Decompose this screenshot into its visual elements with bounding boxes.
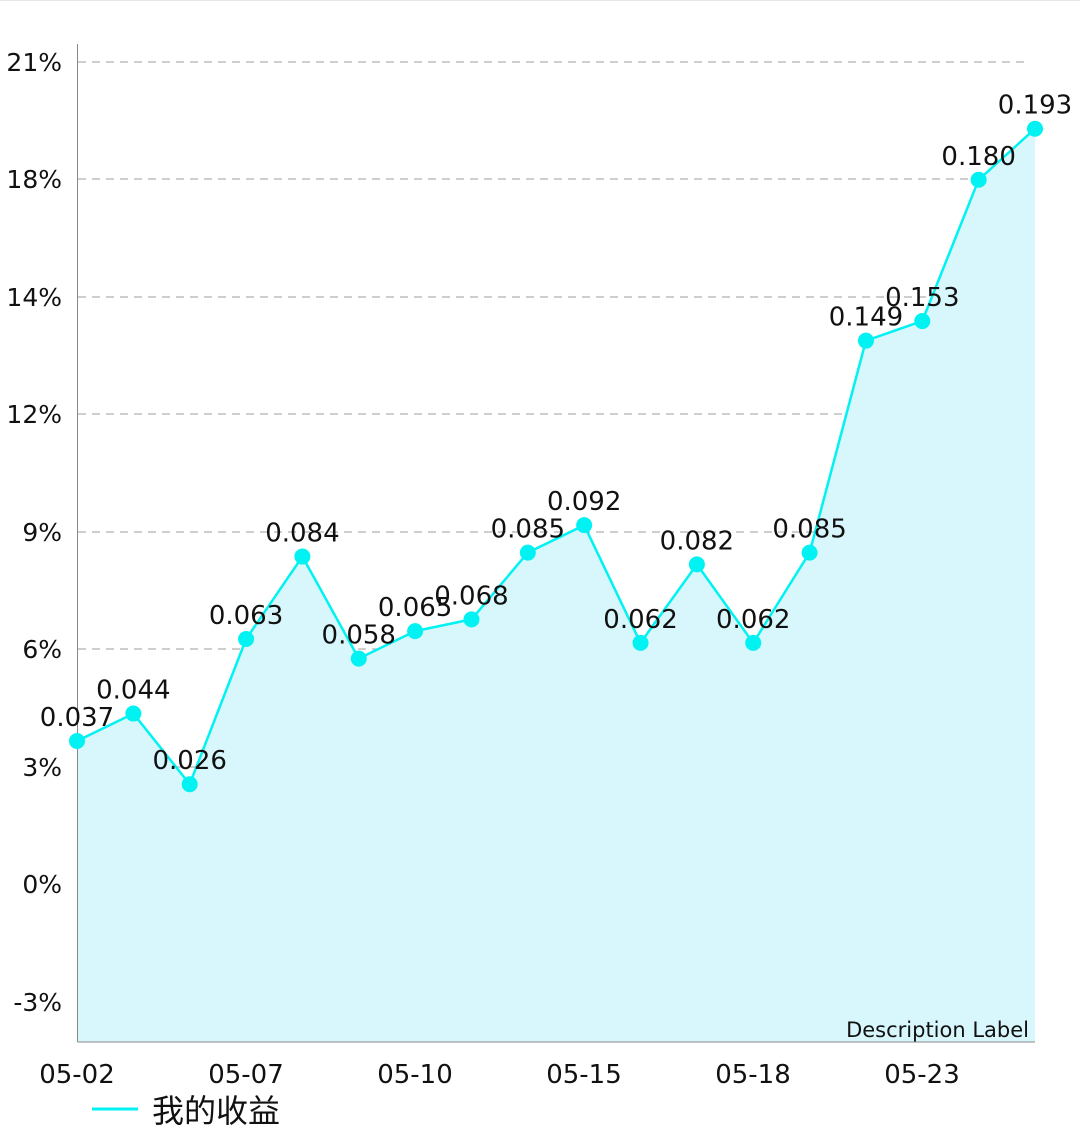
legend-label: 我的收益 <box>152 1092 280 1130</box>
x-tick-label: 05-15 <box>546 1060 622 1090</box>
data-label: 0.068 <box>434 581 508 611</box>
data-point <box>350 650 367 667</box>
data-point <box>801 544 818 561</box>
data-label: 0.044 <box>96 676 170 706</box>
data-label: 0.026 <box>152 746 226 776</box>
y-axis-labels: 21% 18% 14% 12% 9% 6% 3% 0% -3% <box>6 48 62 1017</box>
data-label: 0.063 <box>209 601 283 631</box>
data-label: 0.062 <box>603 605 677 635</box>
y-tick-label: 21% <box>6 48 62 77</box>
y-tick-label: 0% <box>22 870 62 899</box>
data-point <box>914 313 931 330</box>
x-axis-labels: 05-02 05-07 05-10 05-15 05-18 05-23 <box>39 1060 960 1090</box>
data-label: 0.149 <box>829 303 903 333</box>
x-tick-label: 05-18 <box>715 1060 791 1090</box>
data-point <box>632 634 649 651</box>
y-tick-label: 12% <box>6 400 62 429</box>
data-label: 0.058 <box>322 621 396 651</box>
data-point <box>294 548 311 565</box>
data-point <box>407 623 424 640</box>
area-fill <box>77 128 1035 1042</box>
x-tick-label: 05-07 <box>208 1060 284 1090</box>
data-label: 0.092 <box>547 487 621 517</box>
data-label: 0.193 <box>998 91 1072 121</box>
series-line <box>76 127 1036 787</box>
axes <box>77 44 1035 1043</box>
x-tick-label: 05-10 <box>377 1060 453 1090</box>
y-tick-label: 3% <box>22 753 62 782</box>
data-point <box>125 705 142 722</box>
data-point <box>970 171 987 188</box>
data-point <box>238 630 255 647</box>
data-point <box>745 634 762 651</box>
data-label: 0.085 <box>491 515 565 545</box>
data-label: 0.062 <box>716 605 790 635</box>
data-label: 0.082 <box>660 526 734 556</box>
data-point <box>69 733 85 750</box>
x-tick-label: 05-23 <box>884 1060 960 1090</box>
data-label: 0.180 <box>941 142 1015 172</box>
x-tick-label: 05-02 <box>39 1060 115 1090</box>
top-divider <box>0 0 1080 1</box>
y-tick-label: 9% <box>22 518 62 547</box>
y-tick-label: 14% <box>6 283 62 312</box>
data-label: 0.153 <box>885 283 959 313</box>
data-points <box>69 120 1043 793</box>
data-label: 0.084 <box>265 519 339 549</box>
data-label: 0.037 <box>40 703 114 733</box>
data-point <box>857 332 874 349</box>
data-point <box>688 556 705 573</box>
data-point <box>463 611 480 628</box>
data-point <box>181 776 198 793</box>
y-tick-label: 6% <box>22 635 62 664</box>
data-point <box>1027 120 1043 137</box>
data-point <box>576 517 593 534</box>
data-point <box>519 544 536 561</box>
y-tick-label: 18% <box>6 165 62 194</box>
y-tick-label: -3% <box>13 988 62 1017</box>
data-label: 0.085 <box>772 515 846 545</box>
description-label: Description Label <box>846 1018 1029 1042</box>
data-label: 0.065 <box>378 593 452 623</box>
legend: 我的收益 <box>92 1092 280 1130</box>
